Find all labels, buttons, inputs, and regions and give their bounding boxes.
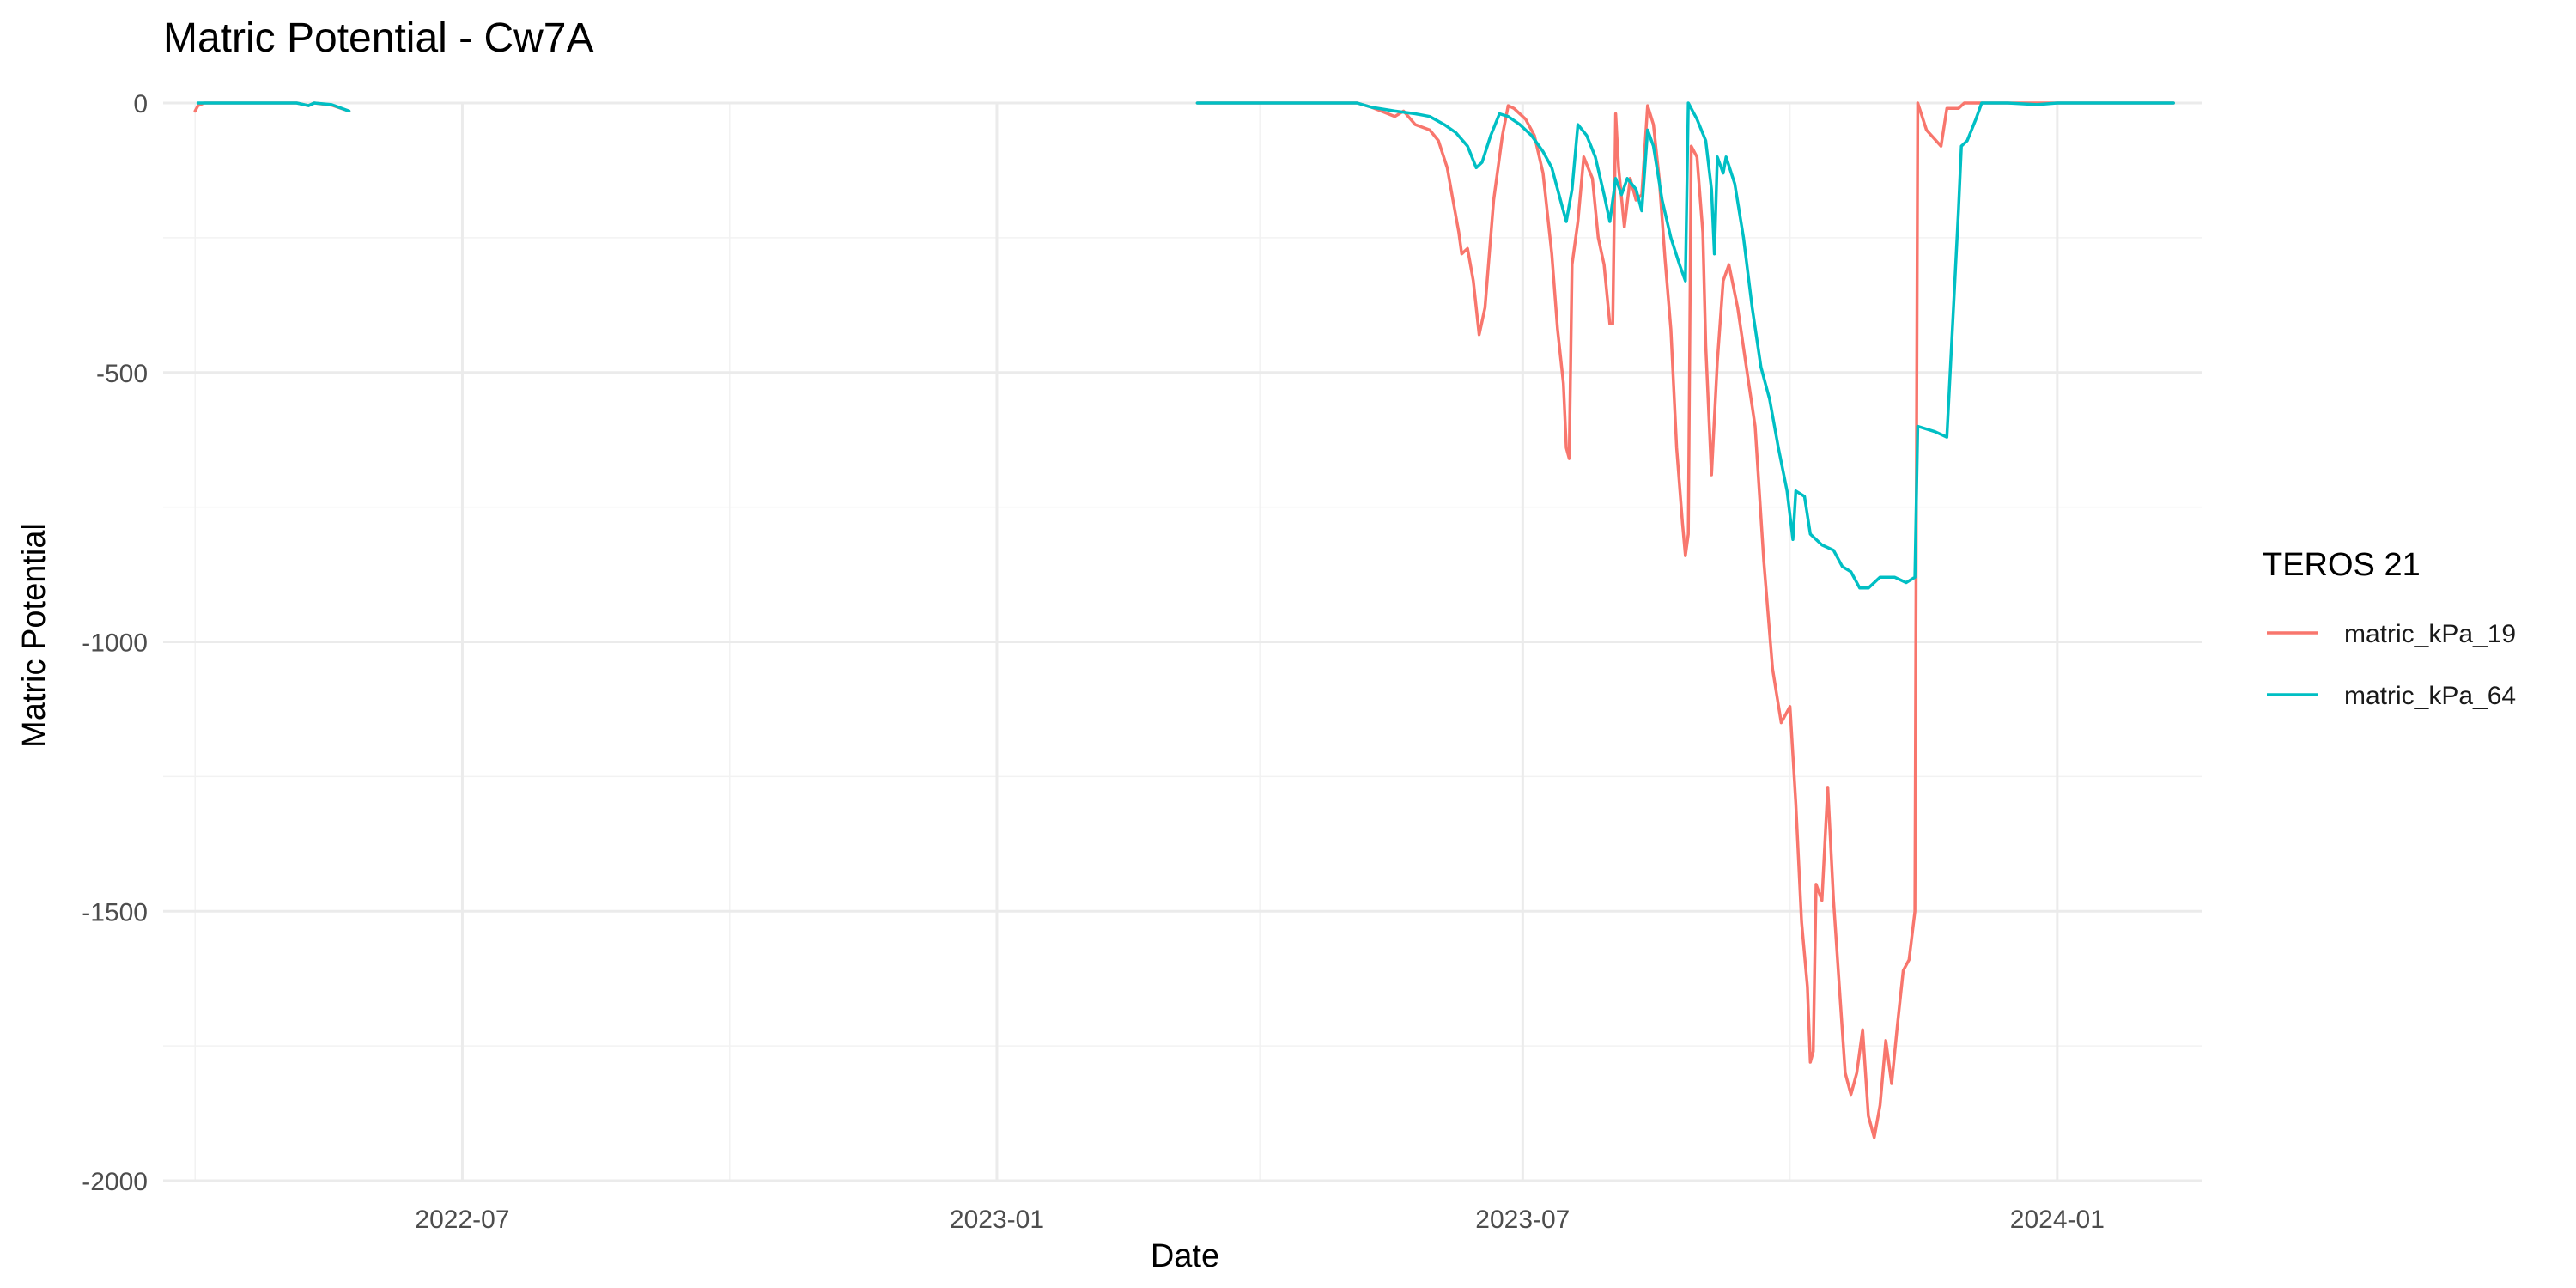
legend: TEROS 21 matric_kPa_19 matric_kPa_64: [2263, 547, 2516, 710]
y-axis-tick-labels: 0 -500 -1000 -1500 -2000: [82, 90, 148, 1196]
series-line-matric_kPa_19: [1195, 101, 2175, 1139]
legend-title: TEROS 21: [2263, 547, 2421, 583]
y-tick-label: -500: [96, 360, 148, 388]
series-lines: [193, 101, 2175, 1139]
chart-title: Matric Potential - Cw7A: [163, 15, 594, 61]
x-tick-label: 2024-01: [2010, 1206, 2105, 1234]
legend-label: matric_kPa_64: [2344, 682, 2516, 710]
y-axis-title: Matric Potential: [16, 523, 52, 748]
legend-entries: matric_kPa_19 matric_kPa_64: [2267, 620, 2516, 710]
legend-label: matric_kPa_19: [2344, 620, 2516, 648]
x-tick-label: 2022-07: [415, 1206, 509, 1234]
x-tick-label: 2023-07: [1475, 1206, 1570, 1234]
x-axis-title: Date: [1151, 1238, 1219, 1274]
series-line-matric_kPa_64: [196, 101, 351, 113]
series-line-matric_kPa_64: [1195, 101, 2175, 590]
minor-gridlines: [163, 103, 2202, 1181]
y-tick-label: -1500: [82, 898, 148, 927]
y-tick-label: 0: [133, 90, 148, 118]
x-tick-label: 2023-01: [950, 1206, 1044, 1234]
y-tick-label: -2000: [82, 1168, 148, 1196]
major-gridlines: [163, 101, 2202, 1182]
y-tick-label: -1000: [82, 629, 148, 658]
x-axis-tick-labels: 2022-07 2023-01 2023-07 2024-01: [415, 1206, 2104, 1234]
